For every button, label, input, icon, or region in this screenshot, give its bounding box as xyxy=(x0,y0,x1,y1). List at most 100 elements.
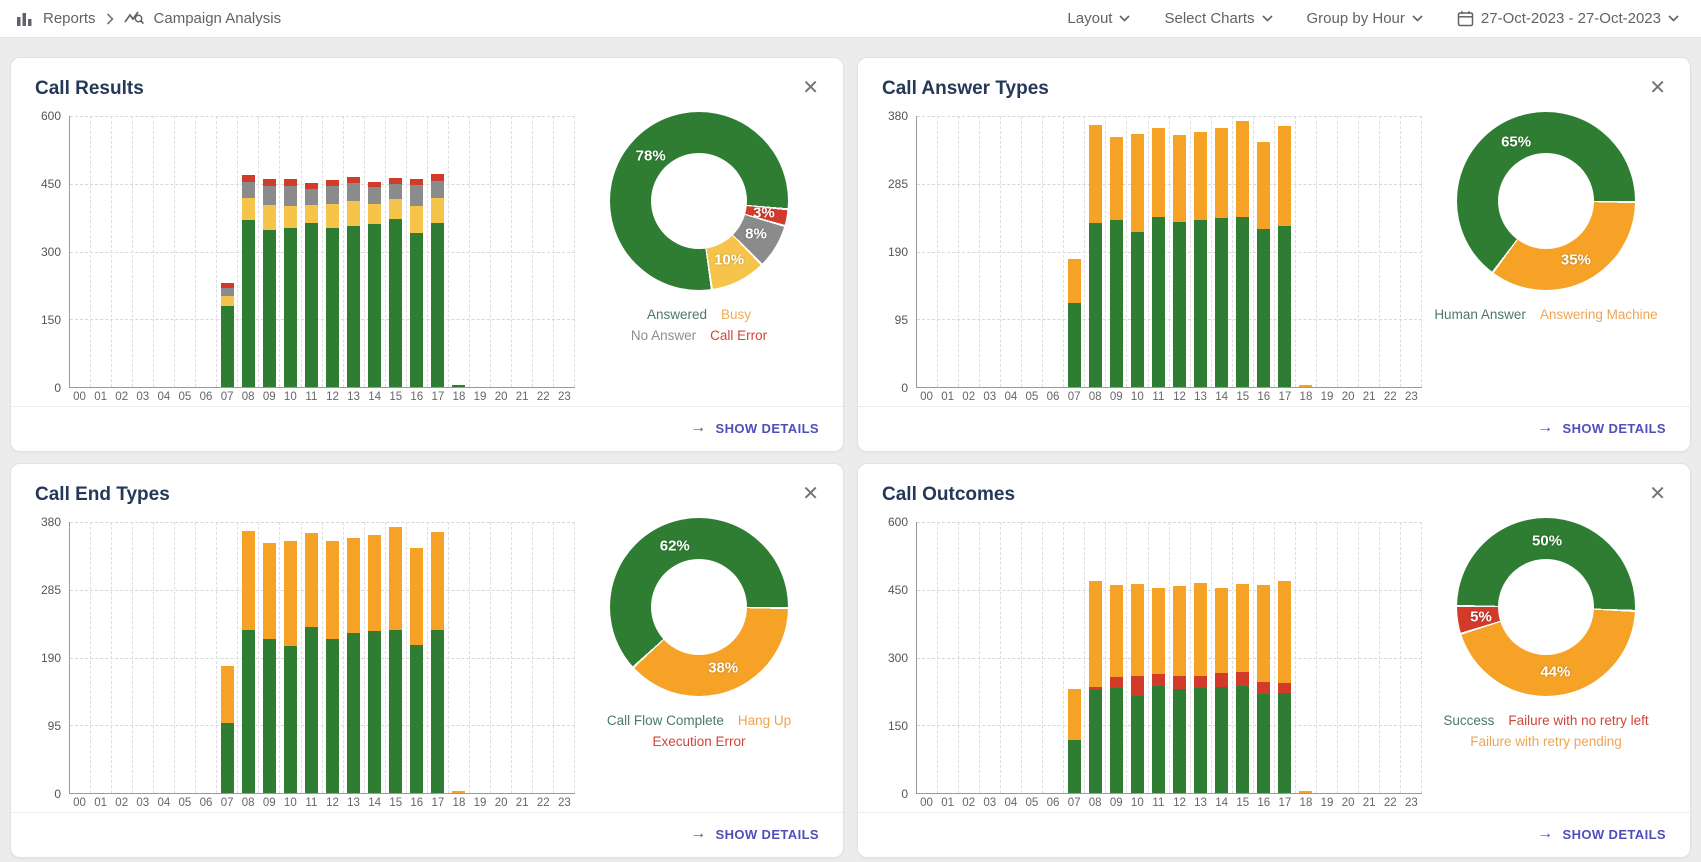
stacked-bar-13[interactable] xyxy=(347,116,360,387)
bar-segment[interactable] xyxy=(242,182,255,198)
stacked-bar-06[interactable] xyxy=(1047,116,1060,387)
bar-segment[interactable] xyxy=(263,230,276,387)
bar-segment[interactable] xyxy=(1089,223,1102,387)
legend-item[interactable]: Call Flow Complete xyxy=(607,713,724,728)
stacked-bar-01[interactable] xyxy=(941,116,954,387)
bar-segment[interactable] xyxy=(1278,683,1291,693)
legend-item[interactable]: Human Answer xyxy=(1434,307,1526,322)
stacked-bar-00[interactable] xyxy=(920,522,933,793)
bar-segment[interactable] xyxy=(284,186,297,206)
stacked-bar-16[interactable] xyxy=(410,522,423,793)
donut-chart[interactable]: 78%3%8%10% xyxy=(610,112,788,290)
bar-chart[interactable]: 3802851909500001020304050607080910111213… xyxy=(27,516,575,812)
bar-segment[interactable] xyxy=(1131,134,1144,232)
bar-plot[interactable] xyxy=(916,116,1422,388)
bar-segment[interactable] xyxy=(431,630,444,793)
layout-menu[interactable]: Layout xyxy=(1067,10,1130,27)
bar-segment[interactable] xyxy=(1131,696,1144,793)
stacked-bar-13[interactable] xyxy=(1194,116,1207,387)
legend-item[interactable]: No Answer xyxy=(631,328,696,343)
stacked-bar-16[interactable] xyxy=(1257,522,1270,793)
bar-segment[interactable] xyxy=(1215,588,1228,674)
bar-segment[interactable] xyxy=(368,631,381,793)
bar-segment[interactable] xyxy=(242,630,255,793)
legend-item[interactable]: Answered xyxy=(647,307,707,322)
bar-segment[interactable] xyxy=(368,187,381,204)
stacked-bar-18[interactable] xyxy=(1299,522,1312,793)
bar-segment[interactable] xyxy=(1236,584,1249,671)
bar-segment[interactable] xyxy=(1236,121,1249,217)
bar-segment[interactable] xyxy=(1173,222,1186,387)
bar-segment[interactable] xyxy=(242,531,255,631)
stacked-bar-21[interactable] xyxy=(515,522,528,793)
group-by-menu[interactable]: Group by Hour xyxy=(1307,10,1423,27)
bar-segment[interactable] xyxy=(284,541,297,647)
stacked-bar-20[interactable] xyxy=(1341,116,1354,387)
select-charts-menu[interactable]: Select Charts xyxy=(1164,10,1272,27)
stacked-bar-17[interactable] xyxy=(431,522,444,793)
stacked-bar-08[interactable] xyxy=(1089,522,1102,793)
show-details-button[interactable]: →SHOW DETAILS xyxy=(690,419,819,437)
stacked-bar-21[interactable] xyxy=(1362,522,1375,793)
stacked-bar-03[interactable] xyxy=(984,116,997,387)
bar-segment[interactable] xyxy=(1257,682,1270,693)
stacked-bar-07[interactable] xyxy=(221,522,234,793)
close-icon[interactable]: ✕ xyxy=(1649,484,1666,504)
bar-segment[interactable] xyxy=(1194,676,1207,689)
bar-segment[interactable] xyxy=(389,219,402,387)
date-range-picker[interactable]: 27-Oct-2023 - 27-Oct-2023 xyxy=(1457,10,1679,27)
stacked-bar-19[interactable] xyxy=(473,116,486,387)
bar-segment[interactable] xyxy=(1068,303,1081,387)
stacked-bar-09[interactable] xyxy=(263,522,276,793)
stacked-bar-02[interactable] xyxy=(963,116,976,387)
bar-segment[interactable] xyxy=(1194,583,1207,676)
stacked-bar-20[interactable] xyxy=(1341,522,1354,793)
stacked-bar-14[interactable] xyxy=(368,522,381,793)
bar-segment[interactable] xyxy=(1257,585,1270,682)
bar-segment[interactable] xyxy=(242,220,255,387)
bar-segment[interactable] xyxy=(1110,677,1123,688)
bar-segment[interactable] xyxy=(1152,128,1165,216)
stacked-bar-18[interactable] xyxy=(1299,116,1312,387)
bar-segment[interactable] xyxy=(368,204,381,223)
bar-segment[interactable] xyxy=(1236,686,1249,793)
bar-segment[interactable] xyxy=(284,646,297,793)
stacked-bar-22[interactable] xyxy=(536,116,549,387)
bar-segment[interactable] xyxy=(326,204,339,227)
stacked-bar-05[interactable] xyxy=(1026,522,1039,793)
bar-segment[interactable] xyxy=(263,639,276,793)
stacked-bar-07[interactable] xyxy=(221,116,234,387)
bar-segment[interactable] xyxy=(410,206,423,232)
donut-chart[interactable]: 50%44%5% xyxy=(1457,518,1635,696)
bar-segment[interactable] xyxy=(1173,676,1186,689)
bar-segment[interactable] xyxy=(1110,688,1123,793)
bar-segment[interactable] xyxy=(1299,791,1312,793)
bar-segment[interactable] xyxy=(1152,674,1165,685)
stacked-bar-11[interactable] xyxy=(305,116,318,387)
stacked-bar-12[interactable] xyxy=(1173,522,1186,793)
stacked-bar-05[interactable] xyxy=(1026,116,1039,387)
bar-segment[interactable] xyxy=(284,228,297,387)
stacked-bar-18[interactable] xyxy=(452,522,465,793)
bar-segment[interactable] xyxy=(1173,135,1186,222)
bar-segment[interactable] xyxy=(410,185,423,206)
bar-segment[interactable] xyxy=(1236,217,1249,387)
stacked-bar-03[interactable] xyxy=(137,116,150,387)
stacked-bar-16[interactable] xyxy=(410,116,423,387)
stacked-bar-10[interactable] xyxy=(284,116,297,387)
bar-segment[interactable] xyxy=(263,179,276,186)
bar-segment[interactable] xyxy=(263,205,276,230)
bar-segment[interactable] xyxy=(326,639,339,793)
breadcrumb-reports[interactable]: Reports xyxy=(43,10,96,27)
stacked-bar-00[interactable] xyxy=(920,116,933,387)
stacked-bar-22[interactable] xyxy=(536,522,549,793)
bar-segment[interactable] xyxy=(1299,385,1312,387)
bar-segment[interactable] xyxy=(1215,673,1228,687)
stacked-bar-06[interactable] xyxy=(200,522,213,793)
bar-segment[interactable] xyxy=(1152,217,1165,387)
bar-segment[interactable] xyxy=(410,233,423,387)
stacked-bar-15[interactable] xyxy=(1236,116,1249,387)
stacked-bar-21[interactable] xyxy=(515,116,528,387)
stacked-bar-23[interactable] xyxy=(1404,116,1417,387)
stacked-bar-11[interactable] xyxy=(1152,522,1165,793)
